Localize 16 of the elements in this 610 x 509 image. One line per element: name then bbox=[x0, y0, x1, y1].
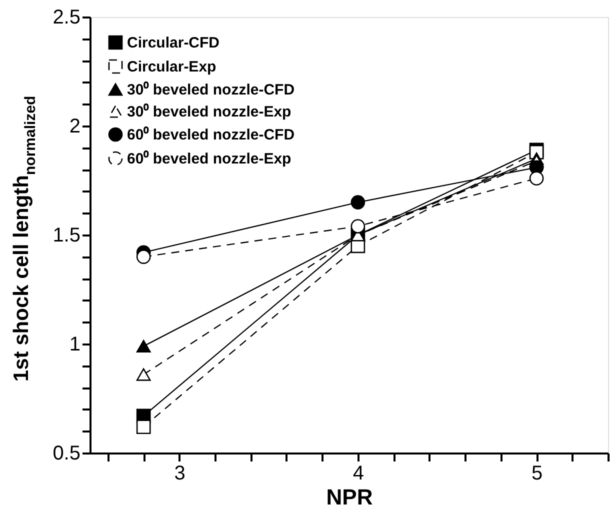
legend-label: Circular-Exp bbox=[127, 58, 216, 76]
y-axis-title: 1st shock cell lengthnormalized bbox=[10, 96, 39, 382]
x-tick-label: 3 bbox=[174, 462, 186, 484]
legend-label: 30⁰ beveled nozzle-Exp bbox=[127, 102, 292, 120]
legend-label: 60⁰ beveled nozzle-Exp bbox=[127, 150, 292, 168]
y-tick-label: 1.5 bbox=[52, 224, 80, 246]
legend-label: 30⁰ beveled nozzle-CFD bbox=[127, 80, 295, 98]
x-tick-label: 4 bbox=[352, 462, 364, 484]
y-tick-label: 2 bbox=[69, 116, 80, 138]
x-axis-title: NPR bbox=[326, 484, 373, 509]
y-tick-label: 1 bbox=[69, 334, 80, 356]
legend-label: 60⁰ beveled nozzle-CFD bbox=[127, 126, 295, 144]
y-tick-label: 2.5 bbox=[52, 6, 80, 28]
y-tick-label: 0.5 bbox=[52, 442, 80, 464]
legend-label: Circular-CFD bbox=[127, 34, 220, 52]
x-tick-label: 5 bbox=[531, 462, 543, 484]
